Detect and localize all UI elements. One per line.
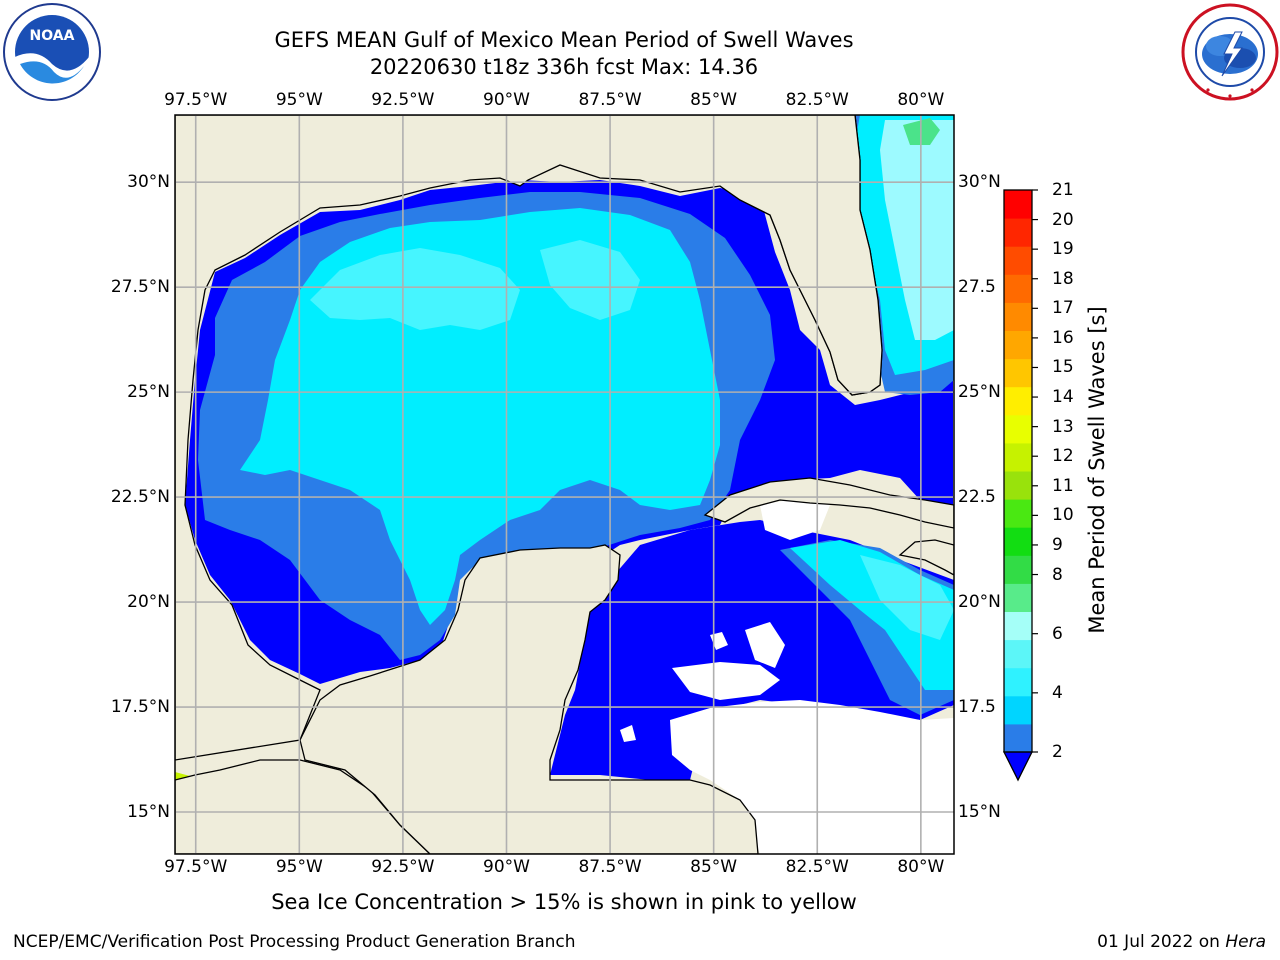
colorbar-segment	[1004, 246, 1032, 275]
lat-tick-right: 30°N	[958, 172, 1001, 193]
noaa-logo: NOAA	[2, 2, 102, 106]
colorbar-tick-label: 14	[1052, 387, 1074, 408]
colorbar-segment	[1004, 611, 1032, 641]
lon-tick-top: 92.5°W	[371, 90, 435, 110]
sea-ice-note: Sea Ice Concentration > 15% is shown in …	[271, 890, 857, 914]
jamaica-land	[898, 539, 954, 576]
lat-tick-left: 27.5°N	[110, 277, 170, 298]
colorbar-tick-label: 2	[1052, 742, 1063, 762]
colorbar-outline	[1003, 189, 1033, 753]
lon-tick-bottom: 80°W	[897, 857, 945, 877]
colorbar	[1002, 189, 1038, 782]
caribbean-no-data	[670, 700, 954, 854]
colorbar-segment	[1004, 274, 1032, 303]
lat-tick-left: 30°N	[127, 172, 170, 193]
credit-line: NCEP/EMC/Verification Post Processing Pr…	[13, 932, 576, 952]
colorbar-segment	[1004, 442, 1032, 472]
lon-tick-top: 87.5°W	[578, 90, 642, 110]
colorbar-tick-label: 6	[1052, 623, 1063, 644]
colorbar-tick-label: 17	[1052, 298, 1074, 319]
colorbar-tick-label: 13	[1052, 416, 1074, 437]
svg-text:NOAA: NOAA	[30, 28, 75, 44]
colorbar-tick-label: 21	[1052, 180, 1074, 200]
lon-tick-top: 97.5°W	[164, 90, 228, 110]
colorbar-tick-label: 15	[1052, 357, 1074, 378]
caribbean-no-data-patch5	[760, 498, 830, 540]
caribbean-no-data-patch2	[745, 622, 785, 668]
colorbar-tick-label: 8	[1052, 564, 1063, 585]
lat-tick-left: 22.5°N	[110, 487, 170, 508]
colorbar-tick-label: 4	[1052, 682, 1063, 703]
map-gridlines	[175, 115, 954, 854]
colorbar-segment	[1004, 190, 1032, 219]
colorbar-segment	[1004, 555, 1032, 584]
lat-tick-left: 20°N	[127, 592, 170, 613]
gulf-swell-6-8-b	[540, 240, 640, 320]
colorbar-segment	[1004, 471, 1032, 500]
host-name: Hera	[1225, 932, 1266, 952]
colorbar-segment	[1004, 358, 1032, 388]
lat-tick-right: 17.5	[958, 697, 996, 718]
colorbar-tick-label: 20	[1052, 209, 1074, 230]
lon-tick-top: 95°W	[275, 90, 323, 110]
colorbar-segment	[1004, 639, 1032, 669]
colorbar-tick-label: 12	[1052, 446, 1074, 467]
lat-tick-right: 25°N	[958, 382, 1001, 403]
lon-tick-bottom: 85°W	[690, 857, 738, 877]
lon-tick-bottom: 82.5°W	[785, 857, 849, 877]
lon-tick-bottom: 97.5°W	[164, 857, 228, 877]
colorbar-segment	[1004, 527, 1032, 556]
colorbar-segment	[1004, 499, 1032, 528]
colorbar-segment	[1004, 218, 1032, 247]
lon-tick-top: 80°W	[897, 90, 945, 110]
lat-tick-right: 15°N	[958, 802, 1001, 822]
yucatan-land	[299, 544, 759, 854]
colorbar-tick-label: 11	[1052, 475, 1074, 496]
run-date: 01 Jul 2022 on Hera	[1097, 932, 1266, 952]
colorbar-extend-arrow	[1002, 751, 1034, 782]
atlantic-swell-8-9	[880, 120, 954, 340]
chart-title: GEFS MEAN Gulf of Mexico Mean Period of …	[274, 28, 854, 52]
colorbar-segment	[1004, 330, 1032, 360]
lat-tick-right: 20°N	[958, 592, 1001, 613]
lat-tick-left: 15°N	[127, 802, 170, 822]
colorbar-segment	[1004, 414, 1032, 444]
lon-tick-top: 85°W	[690, 90, 738, 110]
lat-tick-left: 25°N	[127, 382, 170, 403]
caribbean-no-data-patch3	[710, 632, 728, 650]
lon-tick-bottom: 87.5°W	[578, 857, 642, 877]
gulf-swell-6-8	[310, 248, 520, 330]
colorbar-segment	[1004, 302, 1032, 331]
lon-tick-bottom: 95°W	[275, 857, 323, 877]
caribbean-no-data-patch1	[672, 662, 780, 700]
colorbar-tick-label: 19	[1052, 239, 1074, 260]
colorbar-tick-label: 10	[1052, 505, 1074, 526]
colorbar-tick-label: 16	[1052, 327, 1074, 348]
colorbar-label: Mean Period of Swell Waves [s]	[1085, 306, 1109, 634]
map-frame	[174, 114, 955, 855]
lon-tick-top: 82.5°W	[785, 90, 849, 110]
caribbean-swell-6-8	[860, 555, 954, 640]
caribbean-no-data-patch4	[620, 725, 636, 742]
colorbar-segment	[1004, 386, 1032, 416]
lon-tick-bottom: 90°W	[483, 857, 530, 877]
colorbar-tick-label: 18	[1052, 268, 1074, 289]
lon-tick-top: 90°W	[483, 90, 530, 110]
lat-tick-right: 27.5	[958, 277, 996, 298]
run-date-text: 01 Jul 2022 on	[1097, 932, 1226, 952]
colorbar-segment	[1004, 667, 1032, 697]
lon-tick-bottom: 92.5°W	[371, 857, 435, 877]
colorbar-tick-label: 9	[1052, 534, 1063, 555]
lat-tick-left: 17.5°N	[110, 697, 170, 718]
colorbar-segment	[1004, 583, 1032, 612]
colorbar-segment	[1004, 695, 1032, 725]
colorbar-segment	[1004, 723, 1032, 753]
cuba-land	[703, 477, 954, 529]
nws-logo	[1180, 2, 1280, 106]
chart-subtitle: 20220630 t18z 336h fcst Max: 14.36	[369, 55, 759, 79]
lat-tick-right: 22.5	[958, 487, 996, 508]
